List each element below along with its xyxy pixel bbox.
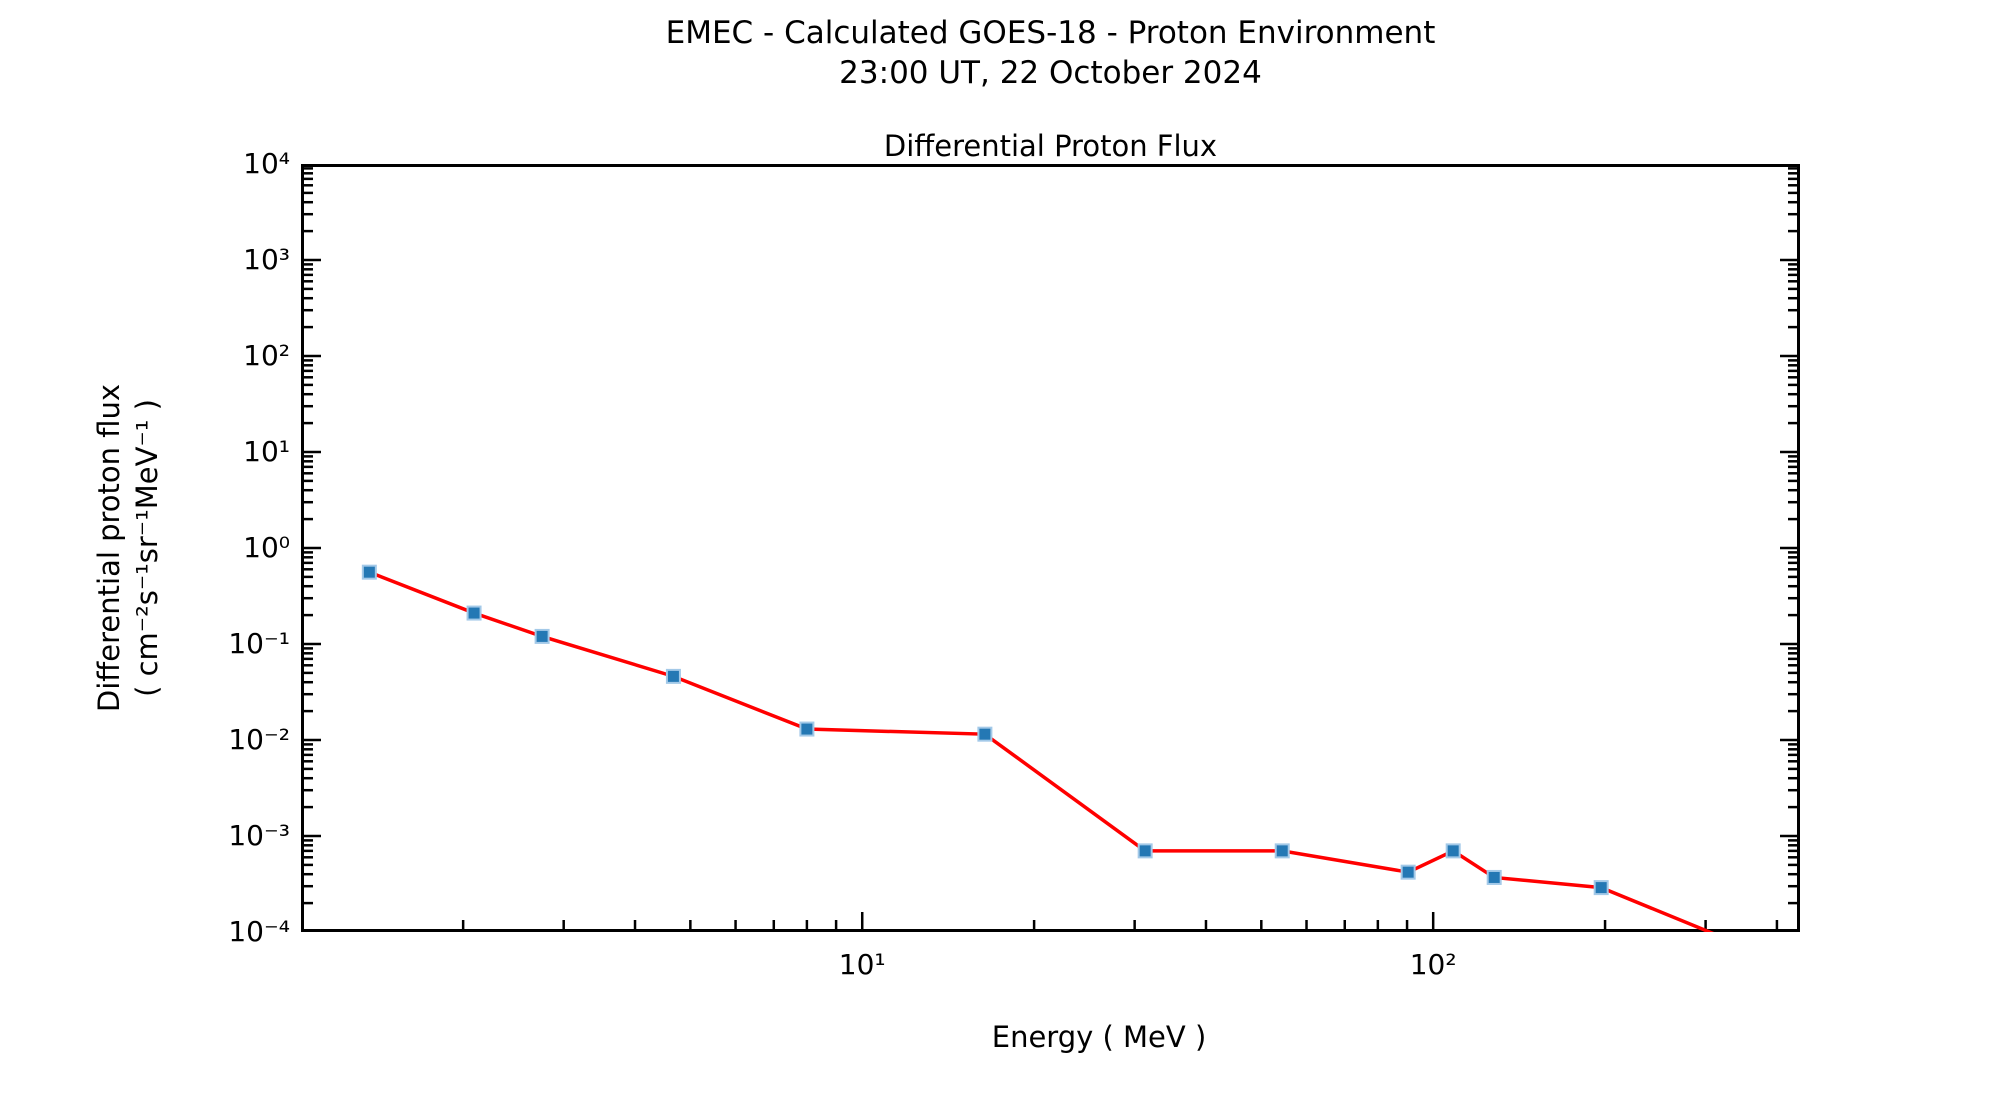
proton-flux-chart [301, 164, 1800, 932]
y-tick-label: 10⁻⁴ [228, 915, 290, 948]
data-point-marker [534, 628, 550, 644]
flux-line [368, 570, 1715, 932]
plot-frame [301, 164, 1800, 932]
y-tick-label: 10² [243, 339, 290, 372]
data-point-marker [665, 668, 681, 684]
x-axis-label: Energy ( MeV ) [991, 1020, 1207, 1054]
figure-title-line2: 23:00 UT, 22 October 2024 [839, 55, 1262, 91]
data-point-marker [1445, 843, 1461, 859]
axes-title: Differential Proton Flux [883, 129, 1218, 163]
y-tick-label: 10⁴ [243, 147, 290, 180]
y-tick-label: 10⁻¹ [228, 627, 290, 660]
data-point-marker [977, 726, 993, 742]
y-tick-label: 10⁻³ [228, 819, 290, 852]
y-tick-label: 10¹ [243, 435, 290, 468]
data-point-marker [1400, 864, 1416, 880]
x-tick-label: 10¹ [838, 948, 886, 981]
y-axis-label-units: ( cm⁻²s⁻¹sr⁻¹MeV⁻¹ ) [130, 399, 164, 697]
y-axis-label: Differential proton flux ( cm⁻²s⁻¹sr⁻¹Me… [90, 198, 166, 898]
x-tick-label: 10² [1409, 948, 1457, 981]
data-point-marker [466, 605, 482, 621]
data-point-marker [361, 564, 377, 580]
y-tick-label: 10⁻² [228, 723, 290, 756]
data-point-marker [1486, 869, 1502, 885]
figure-title-line1: EMEC - Calculated GOES-18 - Proton Envir… [665, 15, 1436, 51]
data-point-marker [1137, 843, 1153, 859]
data-point-marker [1274, 843, 1290, 859]
y-tick-label: 10³ [243, 243, 290, 276]
data-point-marker [799, 721, 815, 737]
plot-area [301, 164, 1800, 932]
data-point-marker [1593, 880, 1609, 896]
y-tick-label: 10⁰ [243, 531, 290, 564]
y-axis-label-text: Differential proton flux [92, 383, 126, 713]
